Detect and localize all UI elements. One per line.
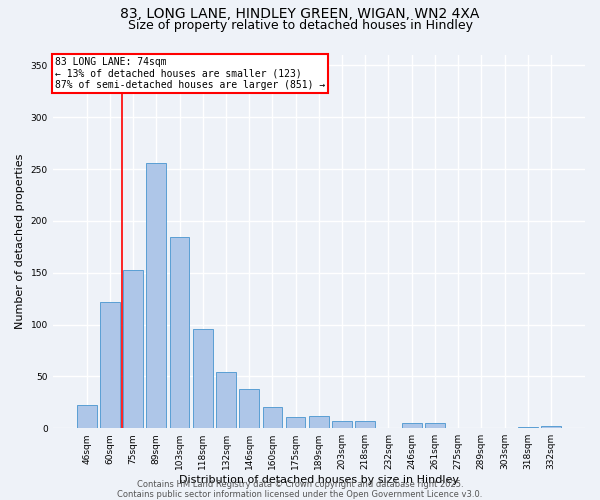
Text: Size of property relative to detached houses in Hindley: Size of property relative to detached ho… [128,19,473,32]
Bar [263,408,282,428]
Bar [541,426,561,428]
X-axis label: Distribution of detached houses by size in Hindley: Distribution of detached houses by size … [179,475,459,485]
Bar [123,270,143,428]
Bar [402,423,422,428]
Bar [100,302,120,428]
Text: Contains HM Land Registry data © Crown copyright and database right 2025.
Contai: Contains HM Land Registry data © Crown c… [118,480,482,499]
Bar [170,238,190,428]
Bar [239,389,259,428]
Bar [355,421,375,428]
Bar [146,163,166,428]
Text: 83 LONG LANE: 74sqm
← 13% of detached houses are smaller (123)
87% of semi-detac: 83 LONG LANE: 74sqm ← 13% of detached ho… [55,57,326,90]
Text: 83, LONG LANE, HINDLEY GREEN, WIGAN, WN2 4XA: 83, LONG LANE, HINDLEY GREEN, WIGAN, WN2… [121,8,479,22]
Bar [77,406,97,428]
Y-axis label: Number of detached properties: Number of detached properties [15,154,25,330]
Bar [286,417,305,428]
Bar [193,328,212,428]
Bar [216,372,236,428]
Bar [518,427,538,428]
Bar [425,423,445,428]
Bar [332,421,352,428]
Bar [309,416,329,428]
